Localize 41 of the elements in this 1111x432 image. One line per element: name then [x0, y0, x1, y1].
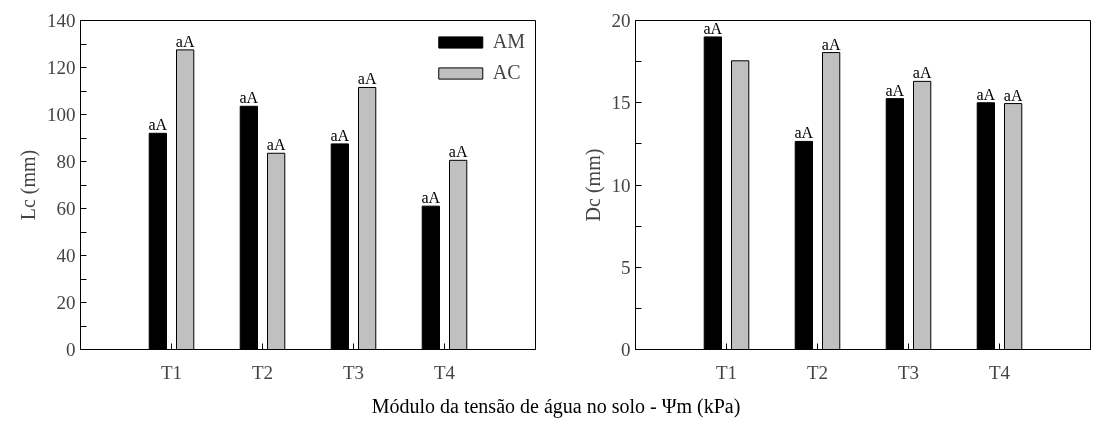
- data-label: aA: [794, 124, 814, 142]
- x-tick-label: T3: [342, 361, 365, 383]
- y-tick-label: 10: [611, 174, 631, 196]
- data-label: aA: [357, 70, 377, 88]
- data-label: aA: [266, 136, 286, 154]
- y-tick-label: 5: [621, 256, 631, 278]
- y-tick-label: 40: [56, 245, 76, 266]
- data-label: aA: [448, 143, 468, 161]
- data-label: aA: [885, 81, 905, 99]
- data-label: aA: [175, 32, 195, 50]
- data-label: aA: [703, 19, 723, 37]
- y-axis-title: Lc (mm): [17, 149, 40, 221]
- data-label: aA: [148, 116, 168, 134]
- x-tick-label: T3: [897, 361, 920, 383]
- y-tick-label: 15: [611, 92, 631, 114]
- x-tick-label: T1: [715, 361, 738, 383]
- y-tick-label: 20: [56, 292, 76, 313]
- y-tick-label: 0: [621, 339, 631, 360]
- y-tick-label: 0: [66, 339, 76, 360]
- data-label: aA: [912, 64, 932, 82]
- x-axis-title: Módulo da tensão de água no solo - Ψm (kPa): [371, 394, 741, 418]
- legend-label: AM: [492, 30, 525, 53]
- data-label: aA: [821, 35, 841, 53]
- x-tick-label: T2: [806, 361, 829, 383]
- y-tick-label: 100: [47, 104, 76, 125]
- y-tick-label: 140: [47, 10, 76, 31]
- data-label: aA: [330, 126, 350, 144]
- data-label: aA: [1003, 86, 1023, 104]
- data-label: aA: [421, 189, 441, 207]
- x-tick-label: T4: [988, 361, 1011, 383]
- y-tick-label: 20: [611, 10, 631, 31]
- y-tick-label: 60: [56, 198, 76, 219]
- data-label: aA: [976, 85, 996, 103]
- y-axis-title: Dc (mm): [581, 148, 605, 222]
- x-tick-label: T2: [251, 361, 274, 383]
- x-tick-label: T1: [160, 361, 183, 383]
- y-tick-label: 80: [56, 151, 76, 172]
- legend-label: AC: [492, 61, 521, 84]
- x-tick-label: T4: [433, 361, 456, 383]
- y-tick-label: 120: [47, 57, 76, 78]
- data-label: aA: [239, 89, 259, 107]
